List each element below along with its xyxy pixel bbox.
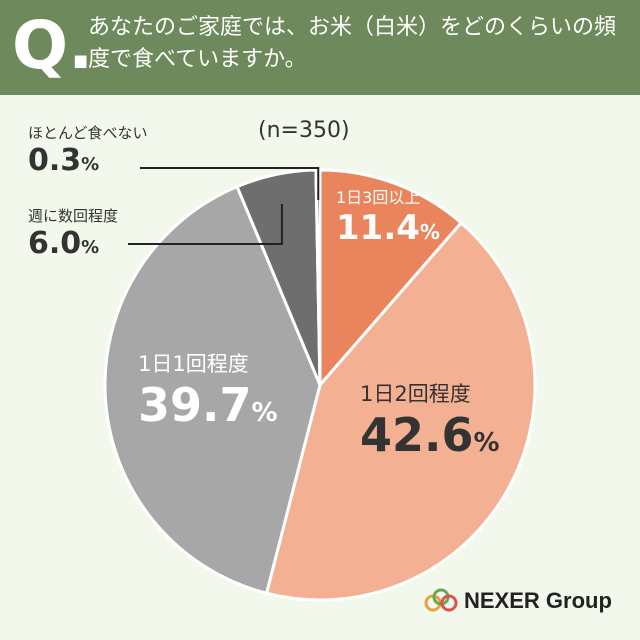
slice-percent: 6.0%: [28, 226, 100, 261]
slice-name: 1日3回以上: [336, 188, 421, 207]
slice-percent: 11.4%: [336, 208, 440, 248]
pie-slice-1-time: [103, 184, 322, 596]
question-text: あなたのご家庭では、お米（白米）をどのくらいの頻度で食べていますか。: [88, 15, 617, 72]
slice-label-rarely: ほとんど食べない 0.3%: [28, 122, 148, 178]
slice-name: ほとんど食べない: [28, 124, 148, 142]
logo-text: NEXER Group: [464, 588, 612, 613]
slice-percent: 42.6%: [360, 408, 500, 462]
slice-label-2-times: 1日2回程度 42.6%: [360, 378, 500, 462]
question-header: Q. あなたのご家庭では、お米（白米）をどのくらいの頻度で食べていますか。: [0, 0, 640, 95]
slice-label-1-time: 1日1回程度 39.7%: [138, 348, 278, 432]
slice-percent: 0.3%: [28, 143, 100, 178]
sample-size-label: (n=350): [258, 118, 350, 143]
pie-slice-2-times: [264, 220, 537, 602]
nexer-logo: NEXER Group: [424, 588, 612, 614]
leader-line-weekly: [128, 203, 283, 245]
slice-name: 1日1回程度: [138, 352, 249, 376]
question-mark: Q.: [12, 7, 94, 84]
slice-name: 1日2回程度: [360, 382, 471, 406]
pie-slice-3-times: [318, 168, 464, 390]
slice-name: 週に数回程度: [28, 207, 119, 225]
slice-label-3-times: 1日3回以上 11.4%: [336, 184, 440, 248]
logo-rings-icon: [424, 588, 458, 612]
leader-line-rarely: [140, 167, 320, 201]
slice-percent: 39.7%: [138, 378, 278, 432]
slice-label-weekly: 週に数回程度 6.0%: [28, 205, 118, 261]
